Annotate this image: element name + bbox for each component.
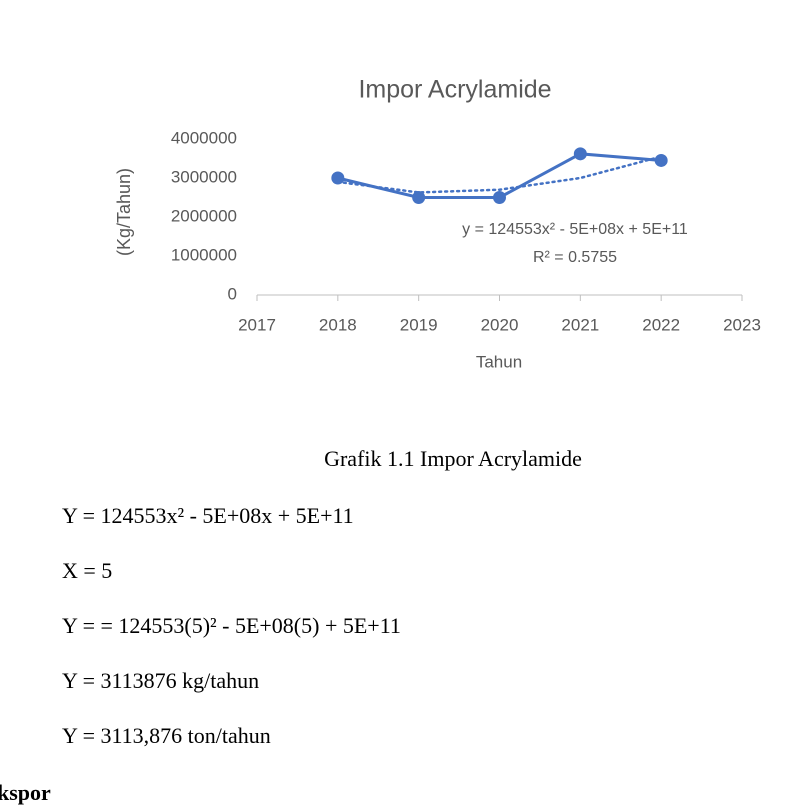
section-heading: kspor	[0, 780, 51, 805]
y-tick-label: 1000000	[171, 245, 237, 264]
body-line: Y = 3113,876 ton/tahun	[62, 723, 271, 748]
data-point	[655, 154, 668, 167]
x-axis-title: Tahun	[476, 352, 522, 371]
y-axis-title: (Kg/Tahun)	[114, 168, 134, 256]
y-tick-label: 0	[228, 284, 237, 303]
body-line: X = 5	[62, 558, 112, 583]
x-tick-label: 2017	[238, 315, 276, 334]
body-line: Y = 124553x² - 5E+08x + 5E+11	[62, 503, 354, 528]
data-point	[331, 172, 344, 185]
y-tick-label: 4000000	[171, 128, 237, 147]
y-tick-label: 2000000	[171, 206, 237, 225]
body-line: Y = = 124553(5)² - 5E+08(5) + 5E+11	[62, 613, 401, 638]
x-tick-label: 2022	[642, 315, 680, 334]
data-point	[574, 147, 587, 160]
y-tick-label: 3000000	[171, 167, 237, 186]
x-tick-label: 2019	[400, 315, 438, 334]
x-tick-label: 2021	[561, 315, 599, 334]
x-tick-label: 2023	[723, 315, 761, 334]
page: Impor Acrylamide (Kg/Tahun) Tahun y = 12…	[0, 0, 792, 809]
x-tick-label: 2018	[319, 315, 357, 334]
trendline	[338, 157, 661, 193]
chart-title: Impor Acrylamide	[358, 76, 551, 104]
body-line: Y = 3113876 kg/tahun	[62, 668, 259, 693]
x-tick-label: 2020	[481, 315, 519, 334]
figure-caption: Grafik 1.1 Impor Acrylamide	[324, 446, 582, 471]
r-squared: R² = 0.5755	[533, 249, 617, 266]
data-point	[493, 191, 506, 204]
data-point	[412, 191, 425, 204]
trend-equation: y = 124553x² - 5E+08x + 5E+11	[462, 221, 688, 238]
